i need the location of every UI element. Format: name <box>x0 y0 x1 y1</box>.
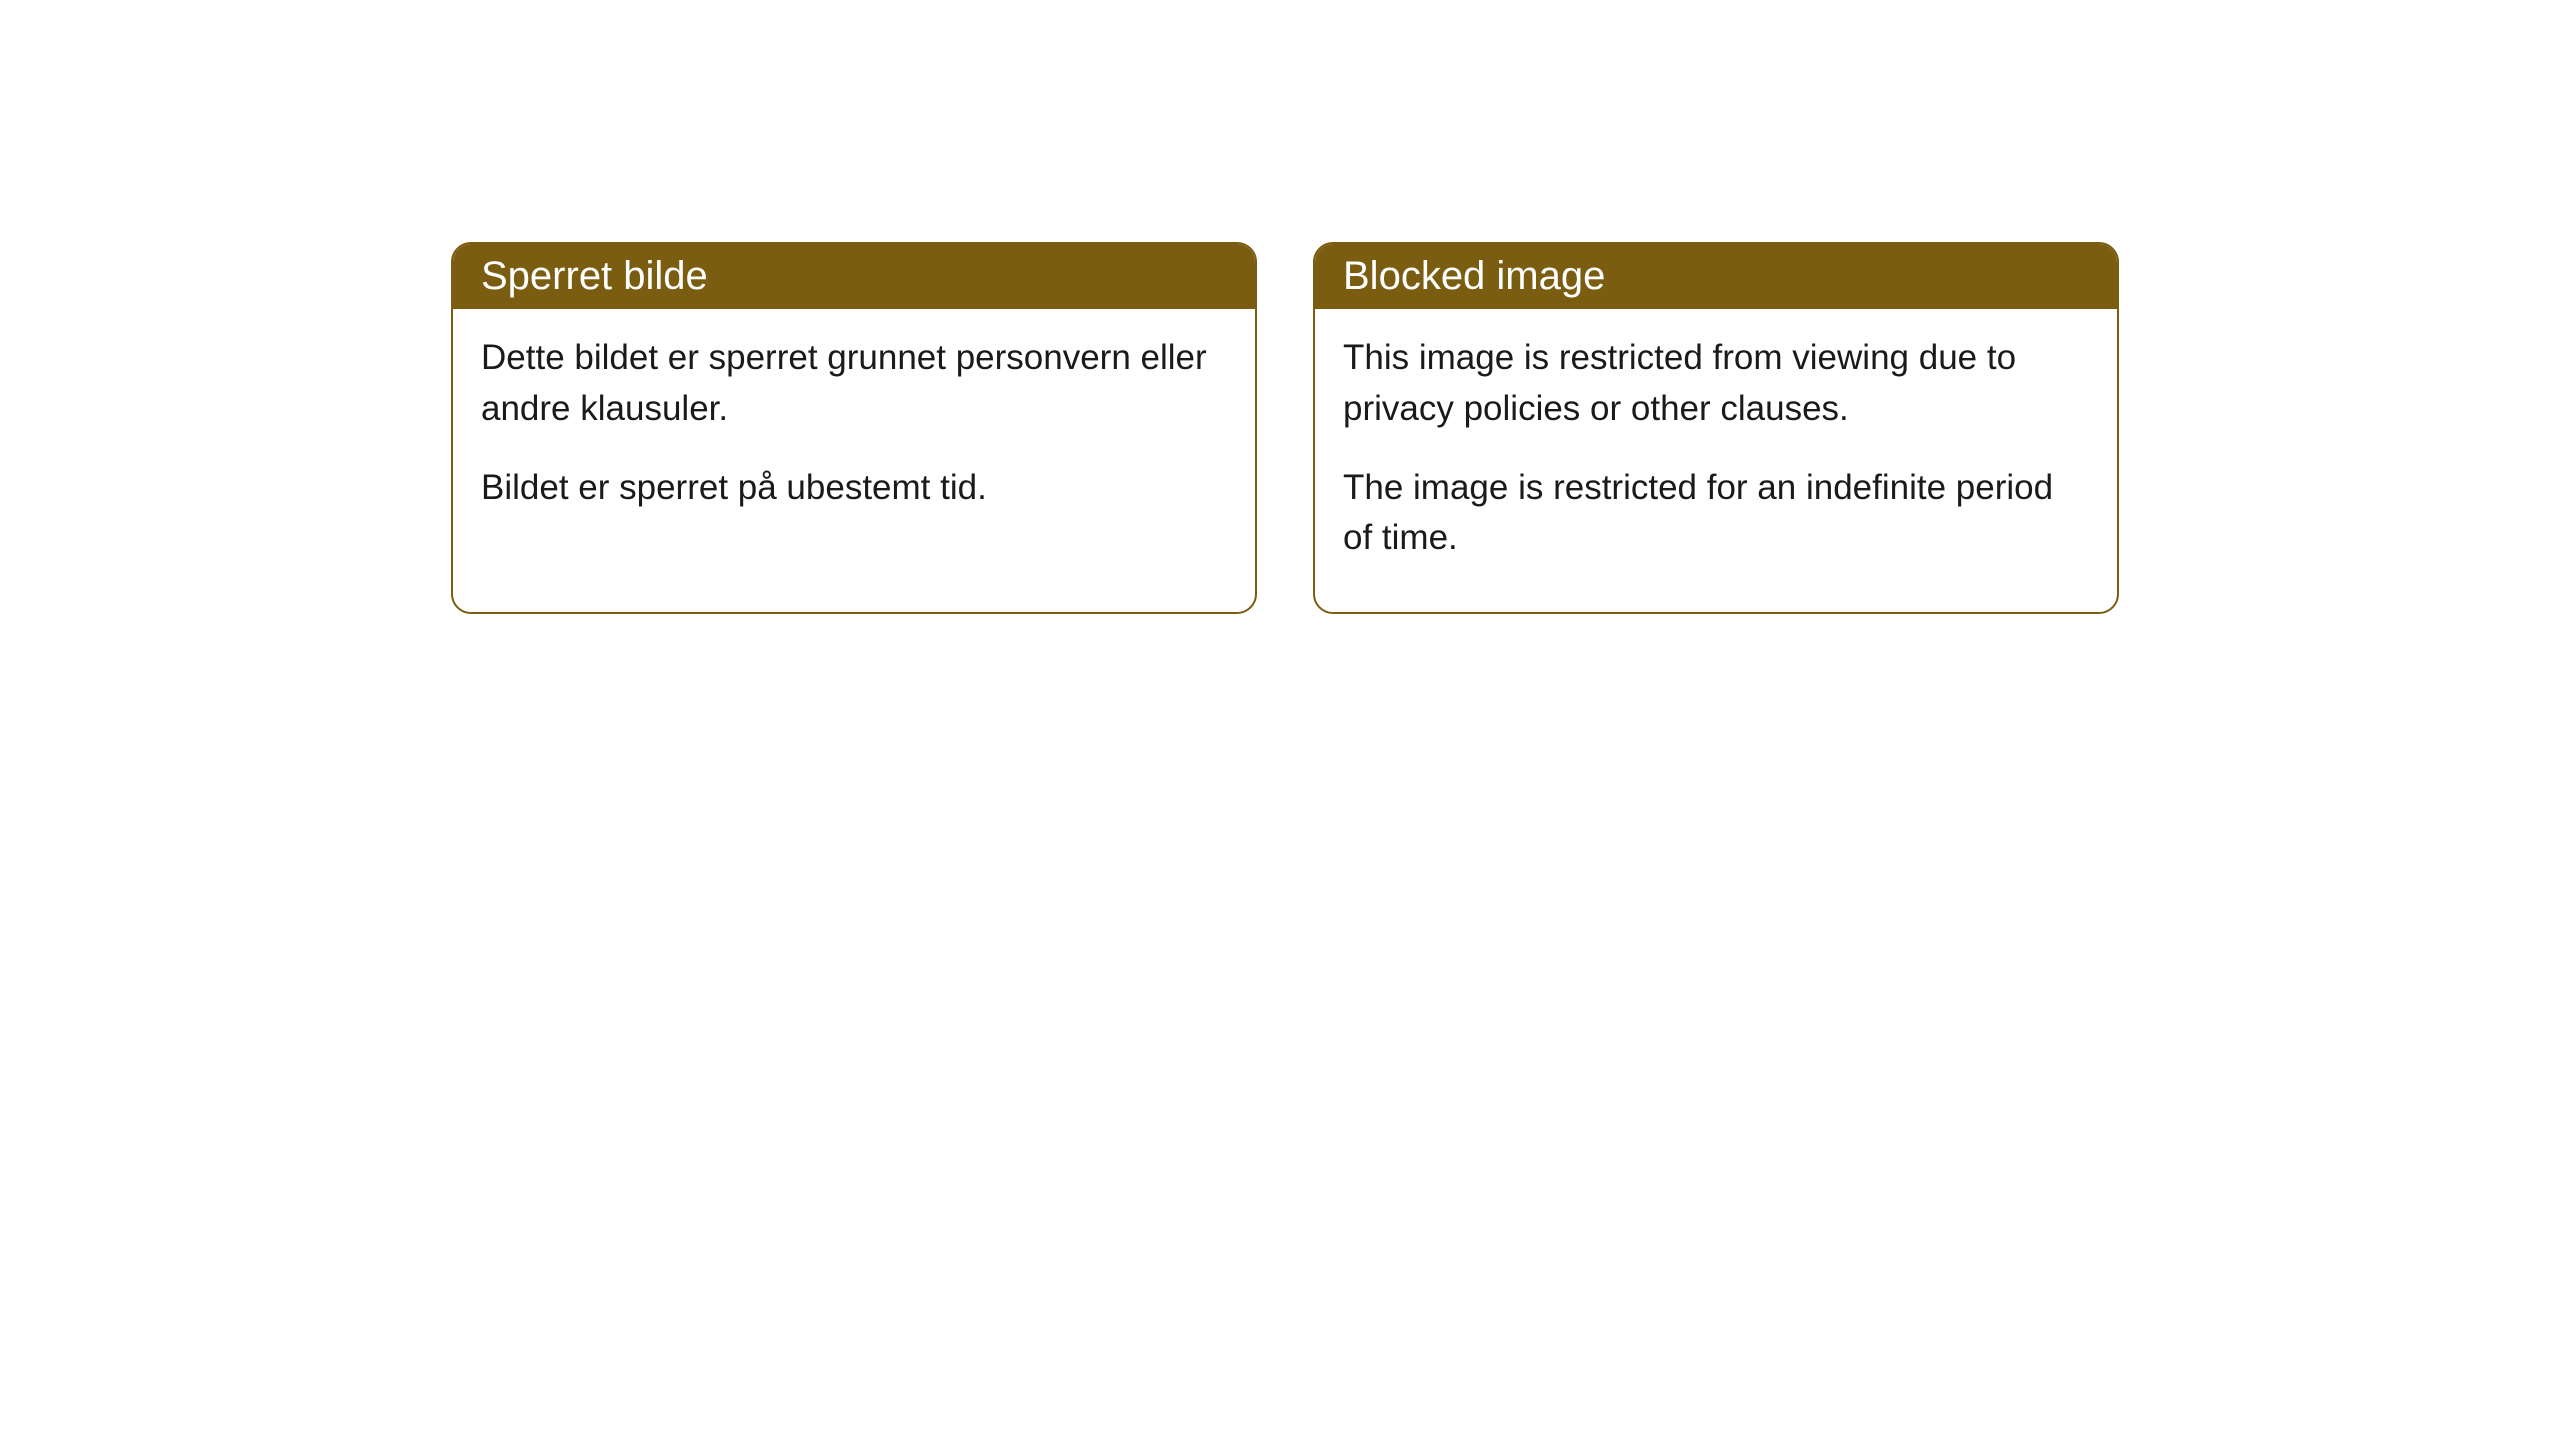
card-header: Blocked image <box>1315 244 2117 309</box>
card-paragraph: Bildet er sperret på ubestemt tid. <box>481 463 1227 514</box>
card-paragraph: The image is restricted for an indefinit… <box>1343 463 2089 565</box>
card-header: Sperret bilde <box>453 244 1255 309</box>
card-body: Dette bildet er sperret grunnet personve… <box>453 309 1255 561</box>
notification-cards-container: Sperret bilde Dette bildet er sperret gr… <box>451 242 2119 614</box>
card-title: Blocked image <box>1343 254 1605 298</box>
card-paragraph: This image is restricted from viewing du… <box>1343 333 2089 435</box>
card-title: Sperret bilde <box>481 254 708 298</box>
blocked-image-card-english: Blocked image This image is restricted f… <box>1313 242 2119 614</box>
card-body: This image is restricted from viewing du… <box>1315 309 2117 612</box>
blocked-image-card-norwegian: Sperret bilde Dette bildet er sperret gr… <box>451 242 1257 614</box>
card-paragraph: Dette bildet er sperret grunnet personve… <box>481 333 1227 435</box>
